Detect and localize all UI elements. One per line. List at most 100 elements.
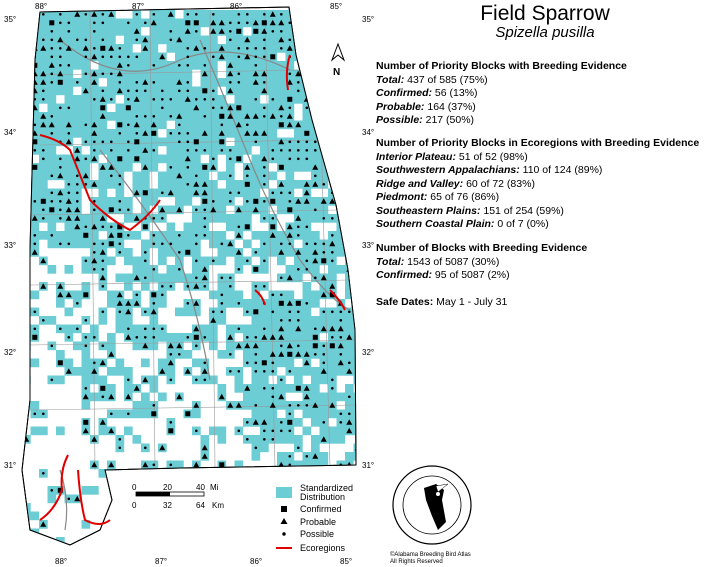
row-value: 0 of 7 (0%) xyxy=(497,218,549,230)
distribution-block xyxy=(141,52,150,62)
possible-dot-icon xyxy=(297,344,300,348)
possible-dot-icon xyxy=(186,132,190,135)
distribution-block xyxy=(353,367,356,376)
confirmed-square-icon xyxy=(193,20,199,26)
possible-dot-icon xyxy=(186,336,190,339)
possible-dot-icon xyxy=(246,361,249,365)
probable-triangle-icon xyxy=(57,36,64,43)
probable-triangle-icon xyxy=(108,461,115,468)
probable-triangle-icon xyxy=(280,518,288,524)
possible-dot-icon xyxy=(152,302,156,305)
probable-triangle-icon xyxy=(252,342,259,349)
priority-row: Confirmed: 56 (13%) xyxy=(376,87,627,101)
distribution-block xyxy=(336,95,346,104)
north-label: N xyxy=(333,67,340,78)
distribution-block xyxy=(336,239,346,249)
probable-triangle-icon xyxy=(269,11,276,17)
possible-dot-icon xyxy=(339,98,343,101)
distribution-block xyxy=(149,35,159,45)
probable-triangle-icon xyxy=(99,249,106,255)
distribution-block xyxy=(166,171,176,181)
distribution-block xyxy=(64,222,74,232)
probable-triangle-icon xyxy=(278,19,285,26)
blocks-row: Confirmed: 95 of 5087 (2%) xyxy=(376,269,587,283)
legend-probable-label: Probable xyxy=(300,517,336,527)
distribution-block xyxy=(56,375,65,385)
possible-dot-icon xyxy=(118,438,122,441)
possible-dot-icon xyxy=(67,21,71,25)
possible-dot-icon xyxy=(322,251,326,254)
possible-dot-icon xyxy=(178,64,181,67)
possible-dot-icon xyxy=(135,336,139,339)
confirmed-square-icon xyxy=(236,156,242,162)
distribution-block xyxy=(234,61,244,70)
distribution-block xyxy=(175,95,184,104)
possible-dot-icon xyxy=(59,64,62,67)
distribution-block xyxy=(107,256,116,266)
page-title: Field Sparrow xyxy=(480,2,610,25)
distribution-block xyxy=(319,10,329,19)
possible-dot-icon xyxy=(203,47,207,50)
distribution-block xyxy=(166,146,176,155)
possible-dot-icon xyxy=(297,47,300,50)
distribution-block xyxy=(192,129,201,138)
distribution-block xyxy=(158,69,167,79)
confirmed-square-icon xyxy=(185,20,191,26)
possible-dot-icon xyxy=(280,276,283,280)
possible-dot-icon xyxy=(297,149,300,152)
distribution-block xyxy=(158,112,167,121)
possible-dot-icon xyxy=(229,276,232,280)
possible-dot-icon xyxy=(127,234,130,237)
possible-dot-icon xyxy=(348,395,351,399)
distribution-block xyxy=(345,452,354,461)
distribution-block xyxy=(30,10,40,19)
distribution-block xyxy=(345,78,354,87)
probable-triangle-icon xyxy=(176,206,183,213)
possible-dot-icon xyxy=(220,149,224,152)
distribution-block xyxy=(345,324,354,334)
possible-dot-icon xyxy=(152,234,156,237)
possible-dot-icon xyxy=(322,361,326,365)
possible-dot-icon xyxy=(25,55,28,59)
possible-dot-icon xyxy=(280,115,283,118)
possible-dot-icon xyxy=(110,149,113,152)
distribution-block xyxy=(124,69,133,79)
possible-dot-icon xyxy=(144,446,147,450)
possible-dot-icon xyxy=(280,149,283,152)
probable-triangle-icon xyxy=(142,342,149,349)
distribution-block xyxy=(277,205,286,215)
probable-triangle-icon xyxy=(218,28,225,34)
row-value: 65 of 76 (86%) xyxy=(430,191,500,203)
distribution-block xyxy=(319,44,329,53)
distribution-block xyxy=(353,129,356,138)
distribution-block xyxy=(64,52,74,62)
state-outline-stroke xyxy=(21,6,357,546)
probable-triangle-icon xyxy=(91,155,98,162)
confirmed-square-icon xyxy=(151,292,157,298)
distribution-block xyxy=(353,27,356,36)
confirmed-square-icon xyxy=(321,258,327,264)
possible-dot-icon xyxy=(288,191,292,195)
possible-dot-icon xyxy=(254,140,258,144)
distribution-block xyxy=(328,409,337,419)
possible-dot-icon xyxy=(263,217,266,220)
probable-triangle-icon xyxy=(108,11,115,17)
confirmed-square-icon xyxy=(23,402,29,408)
probable-triangle-icon xyxy=(252,130,259,136)
possible-dot-icon xyxy=(220,276,224,280)
probable-triangle-icon xyxy=(193,45,200,51)
possible-dot-icon xyxy=(152,242,156,246)
distribution-block xyxy=(251,392,261,402)
possible-dot-icon xyxy=(348,472,351,475)
possible-dot-icon xyxy=(25,38,28,42)
row-label: Southwestern Appalachians: xyxy=(376,164,520,176)
possible-dot-icon xyxy=(127,21,130,25)
possible-dot-icon xyxy=(254,404,258,407)
possible-dot-icon xyxy=(271,429,275,433)
probable-triangle-icon xyxy=(23,232,30,238)
possible-dot-icon xyxy=(203,64,207,67)
probable-triangle-icon xyxy=(218,19,225,26)
distribution-block xyxy=(251,10,261,19)
confirmed-square-icon xyxy=(49,20,55,26)
possible-dot-icon xyxy=(271,30,275,33)
